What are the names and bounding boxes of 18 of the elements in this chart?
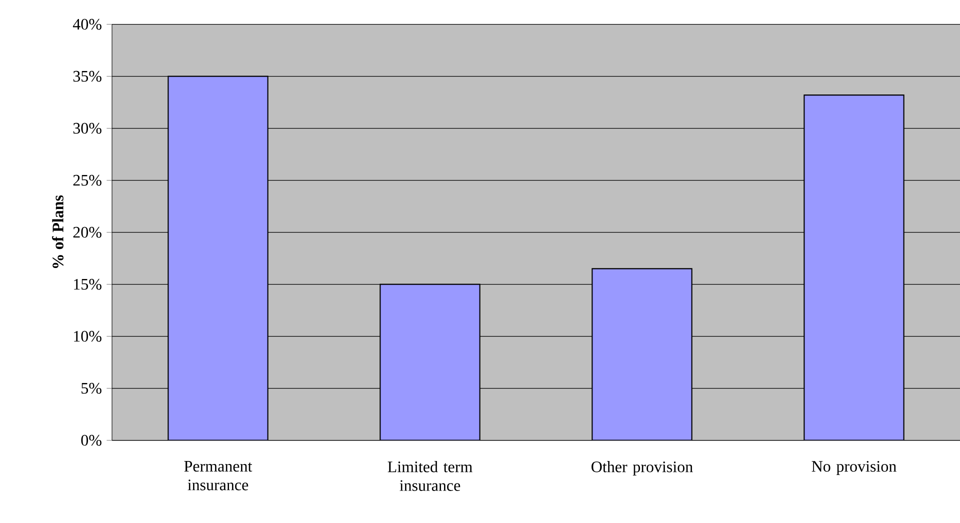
bar	[380, 284, 480, 440]
y-axis-title: % of Plans	[52, 195, 64, 268]
bar	[168, 76, 268, 440]
y-tick-label: 35%	[73, 70, 102, 82]
y-tick-label: 5%	[82, 382, 102, 394]
y-tick-label: 10%	[74, 330, 102, 342]
y-tick-label: 20%	[73, 226, 102, 238]
bar	[592, 268, 692, 440]
y-tick-label: 15%	[74, 278, 102, 290]
y-tick-label: 30%	[73, 122, 102, 134]
bar	[804, 94, 904, 440]
y-tick-label: 40%	[72, 18, 102, 30]
y-tick-label: 0%	[81, 434, 102, 446]
x-tick-label: No provision	[812, 461, 896, 476]
x-tick-label: Permanent insurance	[184, 461, 252, 490]
x-tick-label: Limited term insurance	[388, 461, 472, 491]
y-tick-label: 25%	[73, 174, 102, 186]
x-tick-label: Other provision	[592, 461, 693, 476]
